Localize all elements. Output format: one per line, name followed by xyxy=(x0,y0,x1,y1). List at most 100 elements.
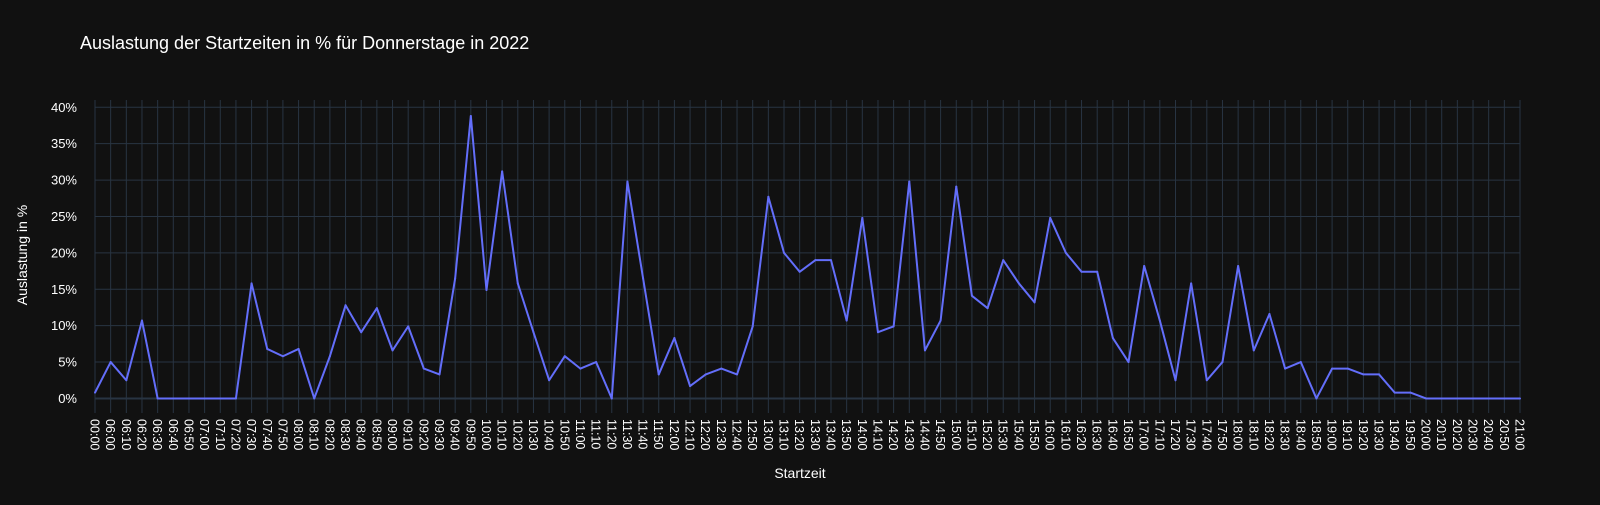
x-tick-label: 11:50 xyxy=(651,419,665,449)
x-tick-label: 08:10 xyxy=(307,419,321,450)
y-tick-label: 10% xyxy=(51,318,77,333)
data-point xyxy=(297,347,300,350)
x-tick-label: 10:30 xyxy=(526,419,540,450)
x-tick-label: 06:00 xyxy=(103,419,117,450)
data-point xyxy=(783,251,786,254)
data-point xyxy=(94,391,96,394)
x-tick-label: 11:20 xyxy=(604,419,618,449)
data-point xyxy=(970,294,973,297)
x-tick-label: 18:10 xyxy=(1246,419,1260,450)
data-point xyxy=(798,270,801,273)
data-point xyxy=(892,325,895,328)
data-point xyxy=(1425,397,1428,400)
data-point xyxy=(908,180,911,183)
x-tick-label: 20:50 xyxy=(1497,419,1511,450)
data-point xyxy=(861,216,864,219)
x-tick-label: 14:30 xyxy=(902,419,916,450)
x-tick-label: 07:20 xyxy=(228,419,242,450)
data-point xyxy=(1096,270,1099,273)
x-tick-label: 14:50 xyxy=(933,419,947,450)
x-tick-label: 09:20 xyxy=(416,419,430,450)
x-tick-label: 12:10 xyxy=(683,419,697,450)
data-point xyxy=(829,259,832,262)
data-point xyxy=(1487,397,1490,400)
x-tick-label: 14:10 xyxy=(870,419,884,450)
x-tick-label: 10:00 xyxy=(479,419,493,450)
x-tick-label: 20:10 xyxy=(1434,419,1448,450)
data-point xyxy=(986,307,989,310)
x-tick-label: 07:00 xyxy=(197,419,211,450)
x-tick-label: 10:50 xyxy=(557,419,571,450)
data-point xyxy=(203,397,206,400)
data-point xyxy=(219,397,222,400)
series-line xyxy=(94,115,1520,400)
x-tick-label: 16:30 xyxy=(1090,419,1104,450)
x-tick-label: 15:40 xyxy=(1011,419,1025,450)
data-point xyxy=(344,304,347,307)
data-point xyxy=(454,277,457,280)
x-tick-label: 19:30 xyxy=(1372,419,1386,450)
x-tick-label: 07:10 xyxy=(213,419,227,450)
x-tick-label: 17:50 xyxy=(1215,419,1229,450)
x-tick-label: 11:00 xyxy=(573,419,587,449)
x-tick-label: 14:00 xyxy=(855,419,869,450)
data-point xyxy=(501,170,504,173)
y-tick-label: 40% xyxy=(51,100,77,115)
x-tick-label: 06:40 xyxy=(166,419,180,450)
x-tick-label: 16:50 xyxy=(1121,419,1135,450)
x-tick-label: 16:10 xyxy=(1058,419,1072,450)
x-tick-label: 06:20 xyxy=(134,419,148,450)
x-tick-label: 09:30 xyxy=(432,419,446,450)
x-tick-label: 16:00 xyxy=(1043,419,1057,450)
x-tick-label: 19:40 xyxy=(1387,419,1401,450)
data-point xyxy=(1174,379,1177,382)
data-point xyxy=(1237,264,1240,267)
data-point xyxy=(1127,361,1130,364)
x-tick-label: 20:40 xyxy=(1481,419,1495,450)
y-axis-ticks: 0% 5% 10% 15% 20% 25% 30% 35% 40% xyxy=(51,100,77,406)
x-tick-label: 15:10 xyxy=(964,419,978,450)
data-point xyxy=(469,115,472,118)
x-tick-label: 17:10 xyxy=(1152,419,1166,450)
y-axis-title: Auslastung in % xyxy=(14,205,30,305)
y-tick-label: 15% xyxy=(51,282,77,297)
x-tick-label: 21:00 xyxy=(1513,419,1527,450)
data-point xyxy=(140,319,143,322)
chart-title: Auslastung der Startzeiten in % für Donn… xyxy=(80,33,529,53)
data-point xyxy=(1456,397,1459,400)
grid xyxy=(94,100,1521,413)
data-point xyxy=(845,319,848,322)
x-tick-label: 17:20 xyxy=(1168,419,1182,450)
x-tick-label: 19:10 xyxy=(1340,419,1354,450)
x-tick-label: 19:20 xyxy=(1356,419,1370,450)
x-tick-label: 13:10 xyxy=(777,419,791,450)
data-point xyxy=(1346,367,1349,370)
x-tick-label: 16:20 xyxy=(1074,419,1088,450)
x-tick-label: 15:00 xyxy=(949,419,963,450)
x-tick-label: 12:50 xyxy=(745,419,759,450)
x-axis-ticks: 00:00 06:00 06:10 06:20 06:30 06:40 06:50 07:00… xyxy=(88,419,1527,450)
x-tick-label: 19:00 xyxy=(1325,419,1339,450)
x-tick-label: 14:40 xyxy=(917,419,931,450)
x-tick-label: 07:50 xyxy=(275,419,289,450)
data-point xyxy=(1393,391,1396,394)
data-point xyxy=(751,325,754,328)
x-tick-label: 18:00 xyxy=(1231,419,1245,450)
x-tick-label: 11:40 xyxy=(636,419,650,449)
x-tick-label: 10:40 xyxy=(542,419,556,450)
data-point xyxy=(876,331,879,334)
data-point xyxy=(1080,270,1083,273)
x-tick-label: 06:10 xyxy=(119,419,133,450)
data-point xyxy=(328,355,331,358)
x-tick-label: 18:30 xyxy=(1278,419,1292,450)
x-tick-label: 10:10 xyxy=(495,419,509,450)
data-point xyxy=(1017,282,1020,285)
data-point xyxy=(642,277,645,280)
data-point xyxy=(422,367,425,370)
x-tick-label: 13:50 xyxy=(839,419,853,450)
y-tick-label: 25% xyxy=(51,209,77,224)
data-point xyxy=(955,185,958,188)
x-tick-label: 18:50 xyxy=(1309,419,1323,450)
x-tick-label: 10:20 xyxy=(510,419,524,450)
data-point xyxy=(1331,367,1334,370)
